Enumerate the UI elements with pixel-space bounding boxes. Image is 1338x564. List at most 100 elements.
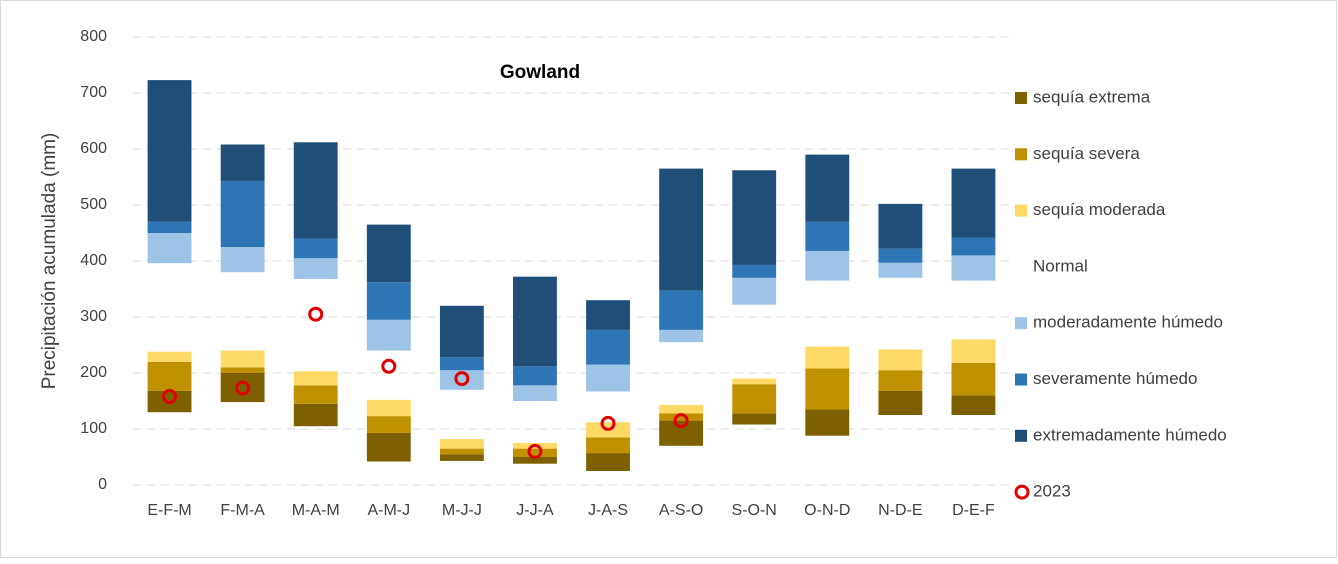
- bar-segment: [293, 403, 338, 427]
- x-tick-label: S-O-N: [732, 502, 777, 519]
- marker-2023: [673, 413, 689, 429]
- x-tick-label: N-D-E: [878, 502, 922, 519]
- bar-segment: [366, 416, 411, 433]
- bar-segment: [659, 168, 704, 291]
- bar-segment: [147, 80, 192, 222]
- bar-segment: [220, 180, 265, 247]
- legend-label: severamente húmedo: [1033, 369, 1197, 388]
- y-tick-label: 300: [80, 308, 107, 325]
- bar-segment: [366, 432, 411, 462]
- bar-segment: [951, 362, 996, 396]
- bar-segment: [293, 258, 338, 279]
- x-tick-label: D-E-F: [952, 502, 995, 519]
- bar-segment: [220, 350, 265, 368]
- bar-segment: [147, 361, 192, 391]
- legend-label: sequía severa: [1033, 144, 1140, 163]
- x-tick-label: J-A-S: [588, 502, 628, 519]
- y-tick-label: 800: [80, 28, 107, 45]
- bar-segment: [659, 290, 704, 330]
- legend-marker: [1015, 429, 1027, 442]
- marker-2023: [308, 306, 324, 322]
- bar-segment: [878, 349, 923, 371]
- bar-segment: [366, 282, 411, 320]
- y-axis-label: Precipitación acumulada (mm): [39, 133, 60, 390]
- legend-label: Normal: [1033, 256, 1088, 275]
- x-tick-label: O-N-D: [804, 502, 850, 519]
- bar-segment: [659, 413, 704, 421]
- marker-2023: [235, 380, 251, 396]
- bar-segment: [805, 409, 850, 436]
- bar-segment: [951, 395, 996, 415]
- marker-2023: [381, 358, 397, 374]
- bar-segment: [220, 367, 265, 373]
- bar-segment: [147, 221, 192, 233]
- bar-segment: [732, 378, 777, 385]
- legend-label: sequía moderada: [1033, 200, 1166, 219]
- bar-segment: [293, 142, 338, 239]
- marker-2023: [527, 443, 543, 459]
- bar-segment: [805, 368, 850, 410]
- bar-segment: [951, 255, 996, 281]
- bar-segment: [878, 248, 923, 263]
- bar-segment: [951, 237, 996, 256]
- legend-label: sequía extrema: [1033, 87, 1151, 106]
- bar-segment: [439, 454, 484, 461]
- bar-segment: [147, 351, 192, 362]
- legend-label: extremadamente húmedo: [1033, 425, 1227, 444]
- bar-segment: [513, 276, 557, 367]
- marker-2023: [454, 371, 470, 387]
- legend-marker: [1015, 373, 1027, 386]
- y-tick-label: 400: [80, 252, 107, 269]
- bar-segment: [732, 384, 777, 414]
- bar-segment: [366, 399, 411, 417]
- bar-segment: [293, 385, 338, 404]
- bar-segment: [659, 420, 704, 446]
- bar-segment: [805, 346, 850, 369]
- marker-2023: [600, 415, 616, 431]
- bar-segment: [366, 319, 411, 351]
- y-tick-label: 200: [80, 364, 107, 381]
- bar-segment: [439, 439, 484, 449]
- bar-segment: [439, 305, 484, 358]
- bar-segment: [951, 339, 996, 363]
- x-tick-label: A-M-J: [367, 502, 410, 519]
- x-tick-label: J-J-A: [516, 502, 554, 519]
- bar-segment: [732, 413, 777, 425]
- legend-marker: [1015, 92, 1027, 104]
- bar-segment: [293, 371, 338, 386]
- y-tick-label: 100: [80, 420, 107, 437]
- bar-segment: [293, 238, 338, 259]
- legend-marker: [1015, 148, 1027, 161]
- bar-segment: [878, 203, 923, 249]
- bar-segment: [220, 247, 265, 273]
- bar-segment: [439, 370, 484, 390]
- x-tick-label: M-J-J: [442, 502, 482, 519]
- marker-2023: [162, 389, 178, 405]
- bar-segment: [586, 437, 630, 454]
- bar-segment: [805, 221, 850, 251]
- bar-segment: [805, 250, 850, 281]
- bar-segment: [513, 385, 557, 401]
- bar-segment: [586, 329, 630, 365]
- y-tick-label: 500: [80, 196, 107, 213]
- bar-segment: [878, 262, 923, 278]
- legend-label: moderadamente húmedo: [1033, 313, 1223, 332]
- bar-segment: [586, 364, 630, 392]
- x-tick-label: A-S-O: [659, 502, 703, 519]
- y-tick-label: 600: [80, 140, 107, 157]
- bar-segment: [732, 170, 777, 265]
- bar-segment: [878, 390, 923, 415]
- bar-segment: [732, 264, 777, 278]
- bar-segment: [147, 233, 192, 264]
- x-tick-label: M-A-M: [292, 502, 340, 519]
- bar-segment: [513, 448, 557, 457]
- y-tick-label: 700: [80, 84, 107, 101]
- bar-segment: [513, 366, 557, 386]
- bar-segment: [732, 277, 777, 305]
- bar-segment: [586, 300, 630, 330]
- legend-label: 2023: [1033, 482, 1071, 501]
- chart-title: Gowland: [500, 62, 580, 83]
- bar-segment: [878, 370, 923, 391]
- x-tick-label: F-M-A: [220, 502, 265, 519]
